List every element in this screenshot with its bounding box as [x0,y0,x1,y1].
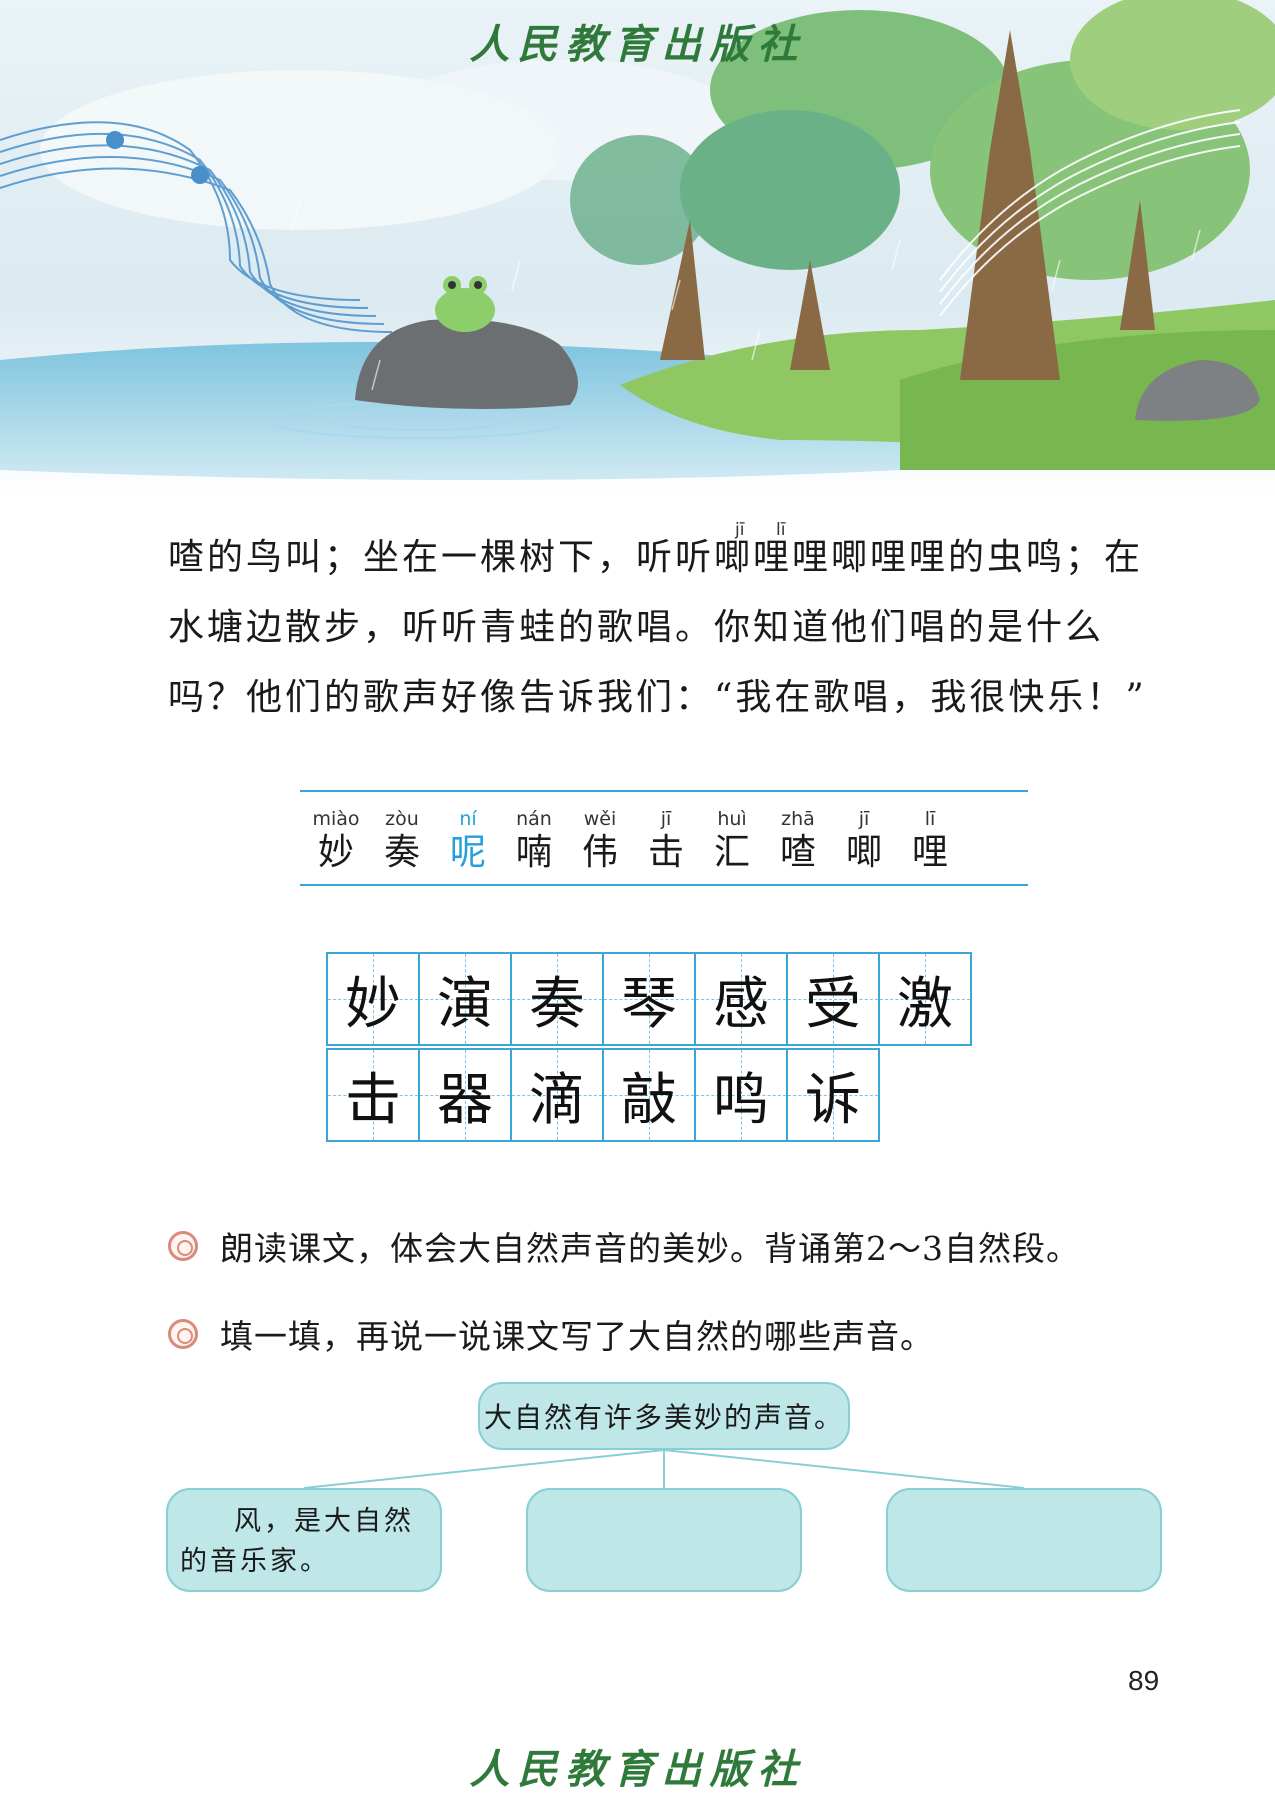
vocab-hanzi: 唧 [845,832,882,873]
vocab-hanzi: 妙 [317,832,354,873]
diagram-answer-text-1: 风，是大自然的音乐家。 [180,1506,414,1577]
diagram-answer-box-3[interactable] [886,1488,1162,1592]
vocab-hanzi: 汇 [713,832,750,873]
diagram-answer-box-1: 风，是大自然的音乐家。 [166,1488,442,1592]
passage-line-1: jī lī 喳的鸟叫；坐在一棵树下，听听唧哩哩唧哩哩的虫鸣；在 [168,520,1168,578]
vocab-item: miào 妙 [303,792,369,874]
vocab-hanzi: 伟 [581,832,618,873]
grid-cell: 妙 [326,952,420,1046]
grid-cell: 敲 [602,1048,696,1142]
vocab-item: jī 唧 [831,792,897,874]
exercise-seal-icon [168,1231,198,1261]
vocab-item-highlighted: ní 呢 [435,792,501,874]
exercise-2: 填一填，再说一说课文写了大自然的哪些声音。 [168,1310,934,1358]
vocab-pinyin: jī [858,808,870,830]
exercise-1-text: 朗读课文，体会大自然声音的美妙。背诵第2～3自然段。 [220,1229,1080,1268]
vocab-item: zòu 奏 [369,792,435,874]
passage-line-1-text: 喳的鸟叫；坐在一棵树下，听听唧哩哩唧哩哩的虫鸣；在 [168,537,1144,578]
vocab-pinyin: lī [924,808,936,830]
page-number: 89 [1128,1665,1160,1696]
vocab-hanzi: 哩 [911,832,948,873]
grid-char: 滴 [529,1067,585,1133]
grid-cell: 鸣 [694,1048,788,1142]
vocab-hanzi: 呢 [449,832,486,873]
vocab-pinyin: zhā [781,808,815,830]
exercise-2-text: 填一填，再说一说课文写了大自然的哪些声音。 [220,1317,934,1356]
grid-cell: 奏 [510,952,604,1046]
grid-char: 敲 [621,1067,677,1133]
vocab-pinyin: wěi [583,808,617,830]
grid-cell: 激 [878,952,972,1046]
diagram-center-text: 大自然有许多美妙的声音。 [483,1401,844,1434]
vocab-item: jī 击 [633,792,699,874]
vocab-pinyin: ní [459,808,477,830]
passage-text: jī lī 喳的鸟叫；坐在一棵树下，听听唧哩哩唧哩哩的虫鸣；在 水塘边散步，听听… [168,520,1168,750]
publisher-logo-bottom: 人民教育出版社 [469,1746,806,1793]
vocab-item: wěi 伟 [567,792,633,874]
vocab-item: nán 喃 [501,792,567,874]
grid-char: 感 [713,971,769,1037]
vocab-hanzi: 喃 [515,832,552,873]
pinyin-annotation-ji: jī [735,520,745,540]
grid-char: 激 [897,971,953,1037]
vocab-item: lī 哩 [897,792,963,874]
grid-cell: 感 [694,952,788,1046]
vocab-pinyin: miào [312,808,360,830]
diagram-center-box: 大自然有许多美妙的声音。 [478,1382,850,1450]
vocab-hanzi: 喳 [779,832,816,873]
new-word-strip: miào 妙 zòu 奏 ní 呢 nán 喃 wěi 伟 jī 击 huì 汇 zhā 喳 j… [300,790,1028,886]
grid-char: 鸣 [713,1067,769,1133]
grid-cell: 演 [418,952,512,1046]
exercise-1: 朗读课文，体会大自然声音的美妙。背诵第2～3自然段。 [168,1222,1080,1270]
grid-cell: 受 [786,952,880,1046]
diagram-answer-box-2[interactable] [526,1488,802,1592]
grid-char: 击 [345,1067,401,1133]
grid-char: 演 [437,971,493,1037]
vocab-item: zhā 喳 [765,792,831,874]
grid-char: 琴 [621,971,677,1037]
vocab-pinyin: jī [660,808,672,830]
pinyin-annotation-li: lī [776,520,786,540]
vocab-hanzi: 击 [647,832,684,873]
vocab-pinyin: huì [717,808,747,830]
passage-line-3: 吗？他们的歌声好像告诉我们：“我在歌唱，我很快乐！” [168,677,1147,718]
passage-line-2: 水塘边散步，听听青蛙的歌唱。你知道他们唱的是什么 [168,607,1105,648]
grid-char: 器 [437,1067,493,1133]
vocab-hanzi: 奏 [383,832,420,873]
grid-char: 奏 [529,971,585,1037]
grid-char: 诉 [805,1067,861,1133]
publisher-logo-top: 人民教育出版社 [469,21,806,68]
grid-char: 受 [805,971,861,1037]
vocab-pinyin: zòu [385,808,419,830]
grid-char: 妙 [345,971,401,1037]
vocab-pinyin: nán [516,808,552,830]
exercise-seal-icon [168,1319,198,1349]
grid-cell: 诉 [786,1048,880,1142]
vocab-item: huì 汇 [699,792,765,874]
banner-illustration [0,0,1275,500]
